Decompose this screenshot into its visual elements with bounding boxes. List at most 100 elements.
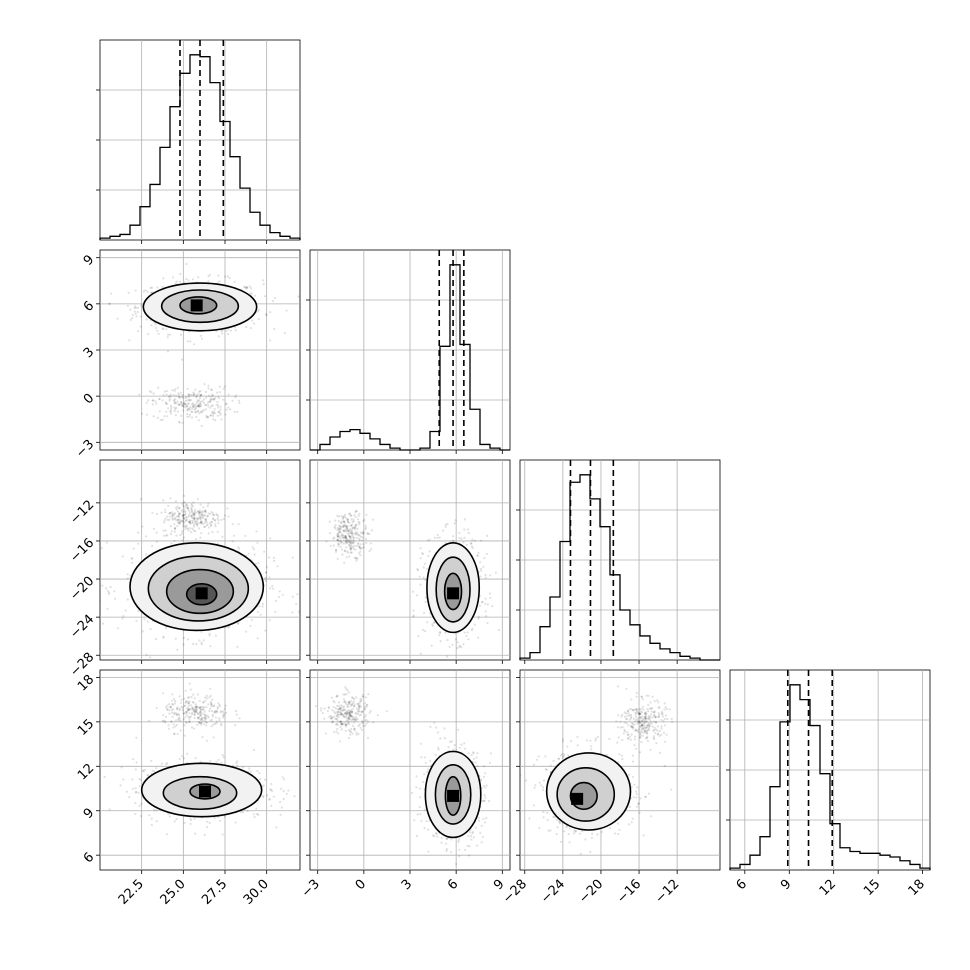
scatter-point	[344, 528, 347, 531]
scatter-point	[167, 813, 170, 816]
scatter-point	[181, 358, 184, 361]
scatter-point	[418, 806, 421, 809]
scatter-point	[192, 701, 195, 704]
scatter-point	[182, 523, 185, 526]
joint-panel-0-2	[96, 459, 306, 664]
scatter-point	[180, 532, 183, 535]
scatter-point	[352, 547, 355, 550]
scatter-point	[345, 546, 348, 549]
scatter-point	[208, 634, 211, 637]
scatter-point	[436, 533, 439, 536]
scatter-point	[189, 398, 192, 402]
scatter-point	[346, 541, 350, 544]
scatter-point	[362, 532, 365, 535]
scatter-point	[339, 711, 342, 714]
scatter-point	[424, 596, 427, 599]
scatter-point	[125, 790, 128, 793]
scatter-point	[194, 508, 197, 511]
scatter-point	[190, 410, 193, 413]
scatter-point	[146, 620, 149, 623]
scatter-point	[484, 772, 487, 775]
scatter-point	[204, 716, 207, 719]
scatter-point	[251, 546, 254, 549]
scatter-point	[446, 639, 449, 642]
scatter-point	[196, 706, 199, 709]
scatter-point	[202, 398, 205, 401]
scatter-point	[217, 404, 220, 407]
scatter-point	[348, 535, 351, 538]
scatter-point	[352, 518, 355, 521]
scatter-point	[335, 549, 338, 552]
scatter-point	[213, 722, 216, 725]
scatter-point	[177, 403, 180, 406]
scatter-point	[168, 398, 171, 401]
scatter-point	[445, 848, 448, 851]
scatter-point	[358, 521, 361, 524]
scatter-point	[187, 393, 190, 396]
scatter-point	[180, 402, 183, 405]
scatter-point	[350, 533, 354, 536]
scatter-point	[170, 708, 174, 711]
scatter-point	[458, 746, 461, 749]
scatter-point	[463, 747, 467, 750]
scatter-point	[165, 393, 168, 396]
scatter-point	[185, 524, 188, 527]
scatter-point	[334, 519, 337, 522]
scatter-point	[338, 713, 342, 716]
scatter-point	[205, 517, 208, 521]
scatter-point	[329, 544, 332, 547]
scatter-point	[145, 653, 148, 656]
scatter-point	[304, 595, 306, 597]
scatter-point	[227, 333, 230, 336]
scatter-point	[175, 406, 178, 409]
contour-line-0	[189, 783, 221, 800]
scatter-point	[333, 731, 336, 734]
scatter-point	[192, 708, 195, 711]
scatter-point	[341, 534, 344, 537]
scatter-point	[166, 336, 169, 339]
scatter-point	[234, 724, 237, 727]
scatter-point	[200, 424, 203, 428]
scatter-point	[106, 589, 110, 592]
scatter-point	[187, 705, 190, 708]
scatter-point	[214, 709, 217, 712]
scatter-point	[431, 623, 434, 626]
scatter-point	[207, 405, 210, 408]
scatter-point	[261, 279, 265, 282]
scatter-point	[183, 821, 186, 824]
scatter-point	[166, 534, 169, 537]
scatter-point	[192, 405, 195, 408]
scatter-point	[196, 717, 199, 720]
scatter-point	[346, 528, 350, 531]
scatter-point	[346, 719, 349, 722]
scatter-point	[335, 711, 338, 714]
scatter-point	[349, 535, 352, 538]
scatter-point	[142, 770, 145, 773]
scatter-point	[198, 403, 201, 406]
scatter-point	[196, 693, 200, 696]
scatter-point	[182, 514, 185, 517]
scatter-point	[179, 519, 182, 522]
scatter-point	[199, 520, 203, 524]
scatter-point	[145, 413, 148, 416]
scatter-point	[281, 776, 284, 779]
scatter-point	[191, 701, 194, 704]
scatter-point	[465, 543, 468, 546]
scatter-point	[155, 706, 158, 710]
contour-line-2	[147, 555, 250, 622]
joint-panel-1-2	[306, 459, 511, 664]
scatter-point	[270, 804, 273, 807]
scatter-point	[422, 576, 425, 579]
scatter-point	[213, 704, 216, 707]
scatter-point	[451, 643, 454, 646]
scatter-point	[172, 708, 175, 711]
scatter-point	[166, 515, 169, 518]
scatter-point	[247, 552, 250, 555]
scatter-point	[185, 516, 188, 519]
scatter-point	[150, 759, 153, 762]
scatter-point	[270, 782, 273, 786]
scatter-point	[439, 640, 442, 643]
scatter-point	[185, 710, 188, 713]
scatter-point	[339, 725, 342, 728]
scatter-point	[338, 531, 341, 534]
